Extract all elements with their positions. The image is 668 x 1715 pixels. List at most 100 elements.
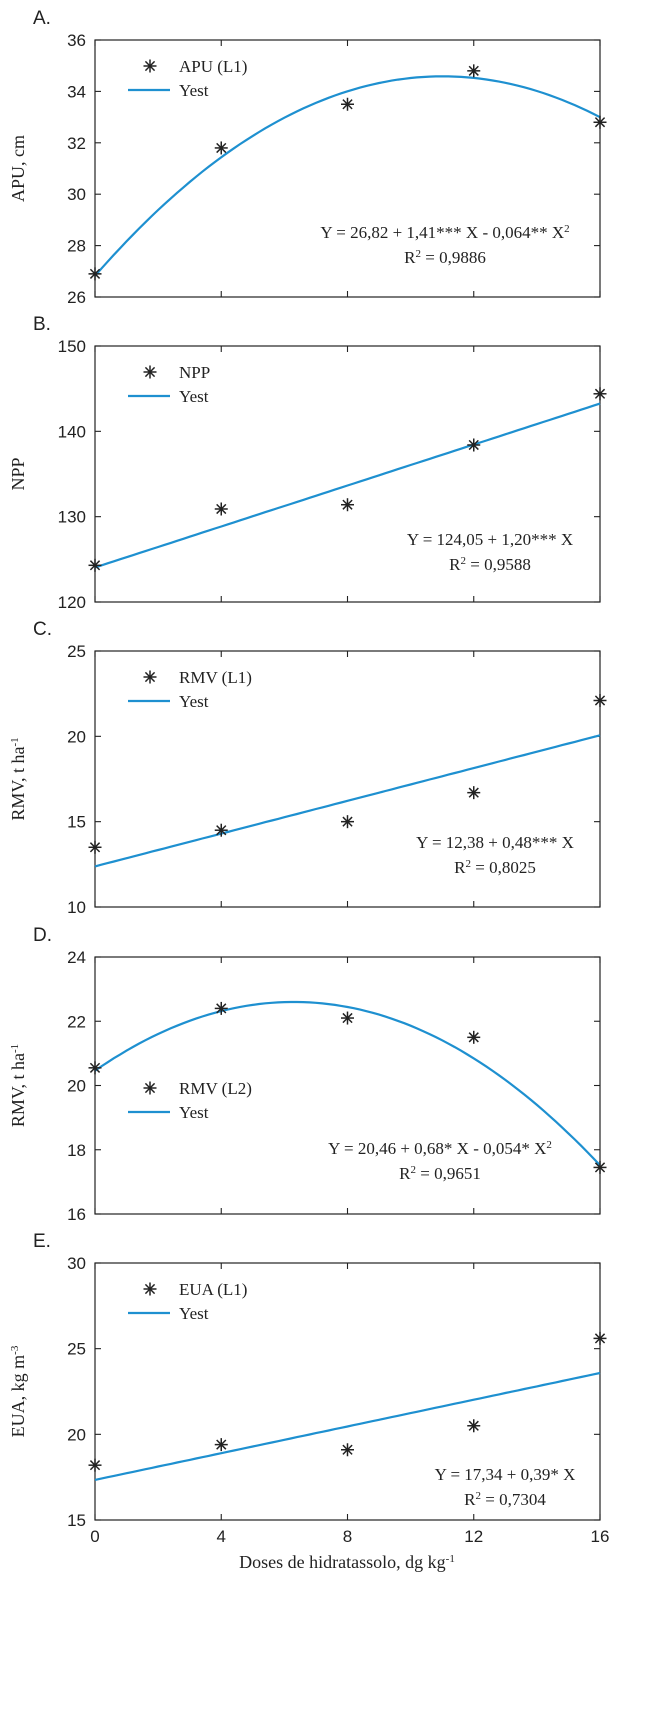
y-axis-label-text: EUA, kg m [8,1355,28,1438]
superscript: 2 [546,1139,552,1151]
plot-frame [94,39,601,298]
y-tick-label: 26 [67,288,86,307]
y-tick-label: 24 [67,948,86,967]
panel-letter: E. [33,1231,51,1252]
x-axis-label: Doses de hidratassolo, dg kg-1 [239,1552,455,1572]
x-axis-label-text: Doses de hidratassolo, dg kg [239,1552,445,1572]
data-point [341,1443,354,1457]
star-stroke [342,1012,353,1024]
y-tick-label: 20 [67,727,86,746]
star-stroke [216,1003,227,1014]
data-point [88,840,102,854]
panel-letter: C. [33,619,52,640]
star-stroke [594,1162,606,1173]
data-point [88,267,102,281]
r-squared-value: = 0,8025 [471,858,536,877]
r-squared: R2 = 0,9588 [449,555,531,574]
legend-marker-label: APU (L1) [179,57,247,76]
legend-marker-label: EUA (L1) [179,1280,247,1299]
regression-equation: Y = 12,38 + 0,48*** X [416,833,574,852]
data-point [341,498,354,512]
data-point [593,693,607,707]
fit-line [94,1371,601,1481]
y-tick-label: 20 [67,1077,86,1096]
star-stroke [468,1032,479,1043]
x-tick-label: 12 [464,1527,483,1546]
data-point [593,1160,607,1174]
fit-line [94,734,601,868]
star-stroke [216,503,227,515]
legend-marker-icon [143,1081,157,1095]
r-squared-value: = 0,9651 [416,1164,481,1183]
y-tick-label: 120 [58,593,86,612]
star-stroke [89,1062,101,1073]
star-stroke [594,695,606,706]
star-stroke [468,787,479,798]
star-stroke [468,1420,479,1431]
legend-line-label: Yest [179,387,209,406]
regression-equation-text: Y = 12,38 + 0,48*** X [416,833,574,852]
regression-equation-text: Y = 26,82 + 1,41*** X - 0,064** X [320,223,564,242]
legend-marker-label: NPP [179,363,210,382]
superscript: 2 [476,1490,482,1502]
data-point [214,823,228,837]
legend-line-label: Yest [179,1304,209,1323]
r-squared: R2 = 0,9651 [399,1164,481,1183]
star-stroke [594,117,606,128]
r-squared: R2 = 0,7304 [464,1490,546,1509]
y-tick-label: 15 [67,813,86,832]
legend-marker-label: RMV (L2) [179,1079,252,1098]
y-tick-label: 32 [67,134,86,153]
regression-equation: Y = 26,82 + 1,41*** X - 0,064** X2 [320,223,569,242]
legend-marker-icon [143,59,157,73]
data-point [341,97,354,111]
chart-panel-1: A. 26 28 30 32 34 36 APU, cm APU (L1) Yest Y = 26,… [8,8,607,307]
superscript: -1 [9,737,21,746]
superscript: 2 [564,223,570,235]
superscript: 2 [466,858,472,870]
data-point [467,438,481,452]
regression-equation-text: Y = 124,05 + 1,20*** X [407,530,573,549]
data-point [467,1030,481,1044]
y-tick-label: 36 [67,31,86,50]
data-point [593,387,607,401]
y-axis-label-text: RMV, t ha [8,1053,28,1127]
r-squared-value: = 0,9588 [466,555,531,574]
chart-panel-5: E. 15 20 25 30 0 4 8 12 16 EUA, kg m-3 EUA (L1) Yest… [8,1231,609,1546]
panel-letter: D. [33,925,52,946]
data-point [467,786,481,800]
y-tick-label: 22 [67,1012,86,1031]
y-axis-label: EUA, kg m-3 [8,1345,28,1437]
star-stroke [468,65,479,76]
star-stroke [89,268,101,279]
data-point [467,1419,481,1433]
y-axis-label-text: NPP [8,457,28,490]
y-axis-label: RMV, t ha-1 [8,737,28,820]
star-stroke [342,1444,353,1455]
x-tick-label: 4 [217,1527,226,1546]
star-stroke [468,439,479,451]
y-tick-label: 34 [67,82,86,101]
r-squared: R2 = 0,8025 [454,858,536,877]
r-squared-symbol: R [449,555,461,574]
y-tick-label: 10 [67,898,86,917]
panel-letter: B. [33,314,51,335]
r-squared-symbol: R [399,1164,411,1183]
legend-line-label: Yest [179,81,209,100]
r-squared-symbol: R [464,1490,476,1509]
star-stroke [216,142,227,154]
x-tick-label: 16 [591,1527,610,1546]
legend-line-label: Yest [179,1103,209,1122]
regression-equation-text: Y = 17,34 + 0,39* X [435,1465,576,1484]
superscript: -1 [446,1553,455,1565]
y-axis-label: APU, cm [8,135,28,202]
data-point [88,1458,102,1472]
regression-equation: Y = 17,34 + 0,39* X [435,1465,576,1484]
star-stroke [89,560,101,571]
regression-equation-text: Y = 20,46 + 0,68* X - 0,054* X [328,1139,546,1158]
star-stroke [216,1439,227,1450]
star-stroke [89,1460,101,1471]
y-axis-label: RMV, t ha-1 [8,1044,28,1127]
superscript: 2 [461,555,467,567]
